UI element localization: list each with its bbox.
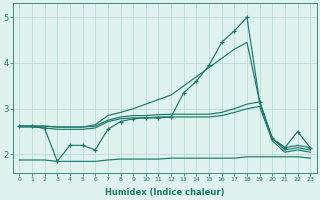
- X-axis label: Humidex (Indice chaleur): Humidex (Indice chaleur): [105, 188, 225, 197]
